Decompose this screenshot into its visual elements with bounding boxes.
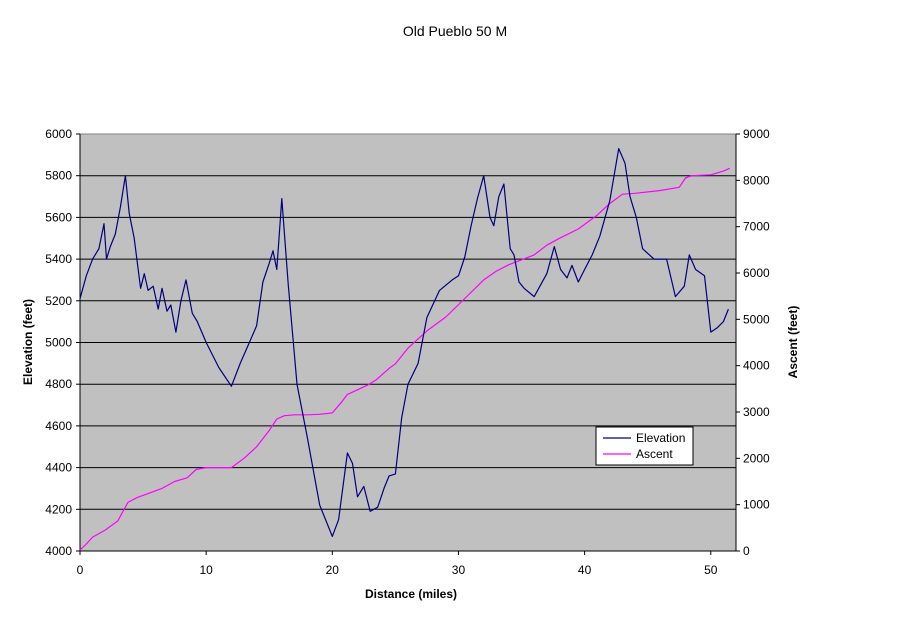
legend-label-elevation: Elevation <box>636 431 685 445</box>
y-tick-label: 5200 <box>45 294 72 308</box>
y-tick-label: 4000 <box>45 544 72 558</box>
y2-tick-label: 5000 <box>743 312 770 326</box>
x-axis-label: Distance (miles) <box>365 587 457 601</box>
y2-tick-label: 1000 <box>743 498 770 512</box>
y2-tick-label: 3000 <box>743 405 770 419</box>
y-axis-right: 0 1000 2000 3000 4000 5000 6000 7000 8000 9000 <box>735 127 770 558</box>
x-axis: 0 10 20 30 40 50 <box>77 550 736 577</box>
y2-tick-label: 0 <box>743 544 750 558</box>
y-tick-label: 4800 <box>45 377 72 391</box>
y-tick-label: 5800 <box>45 169 72 183</box>
y-tick-label: 4400 <box>45 461 72 475</box>
y-tick-label: 5400 <box>45 252 72 266</box>
legend-label-ascent: Ascent <box>636 447 673 461</box>
y2-tick-label: 9000 <box>743 127 770 141</box>
series-line-ascent <box>79 167 730 551</box>
y-tick-label: 5000 <box>45 336 72 350</box>
y2-axis-label: Ascent (feet) <box>786 306 800 379</box>
legend: Elevation Ascent <box>595 426 694 466</box>
x-tick-label: 30 <box>452 563 466 577</box>
x-tick-label: 0 <box>77 563 84 577</box>
y2-tick-label: 6000 <box>743 266 770 280</box>
series-lines <box>79 148 730 551</box>
y-tick-label: 6000 <box>45 127 72 141</box>
legend-box <box>595 426 694 466</box>
x-tick-label: 50 <box>704 563 718 577</box>
y2-tick-label: 7000 <box>743 220 770 234</box>
series-line-elevation <box>79 148 729 538</box>
x-tick-label: 20 <box>326 563 340 577</box>
y2-tick-label: 8000 <box>743 173 770 187</box>
y-axis-label: Elevation (feet) <box>21 299 35 385</box>
x-tick-label: 10 <box>199 563 213 577</box>
y-tick-label: 4200 <box>45 502 72 516</box>
y-axis-left: 4000 4200 4400 4600 4800 5000 5200 5400 5600 5800… <box>45 127 81 558</box>
y2-tick-label: 2000 <box>743 451 770 465</box>
y-tick-label: 5600 <box>45 210 72 224</box>
y-tick-label: 4600 <box>45 419 72 433</box>
chart-title: Old Pueblo 50 M <box>403 23 507 39</box>
y2-tick-label: 4000 <box>743 359 770 373</box>
x-tick-label: 40 <box>578 563 592 577</box>
